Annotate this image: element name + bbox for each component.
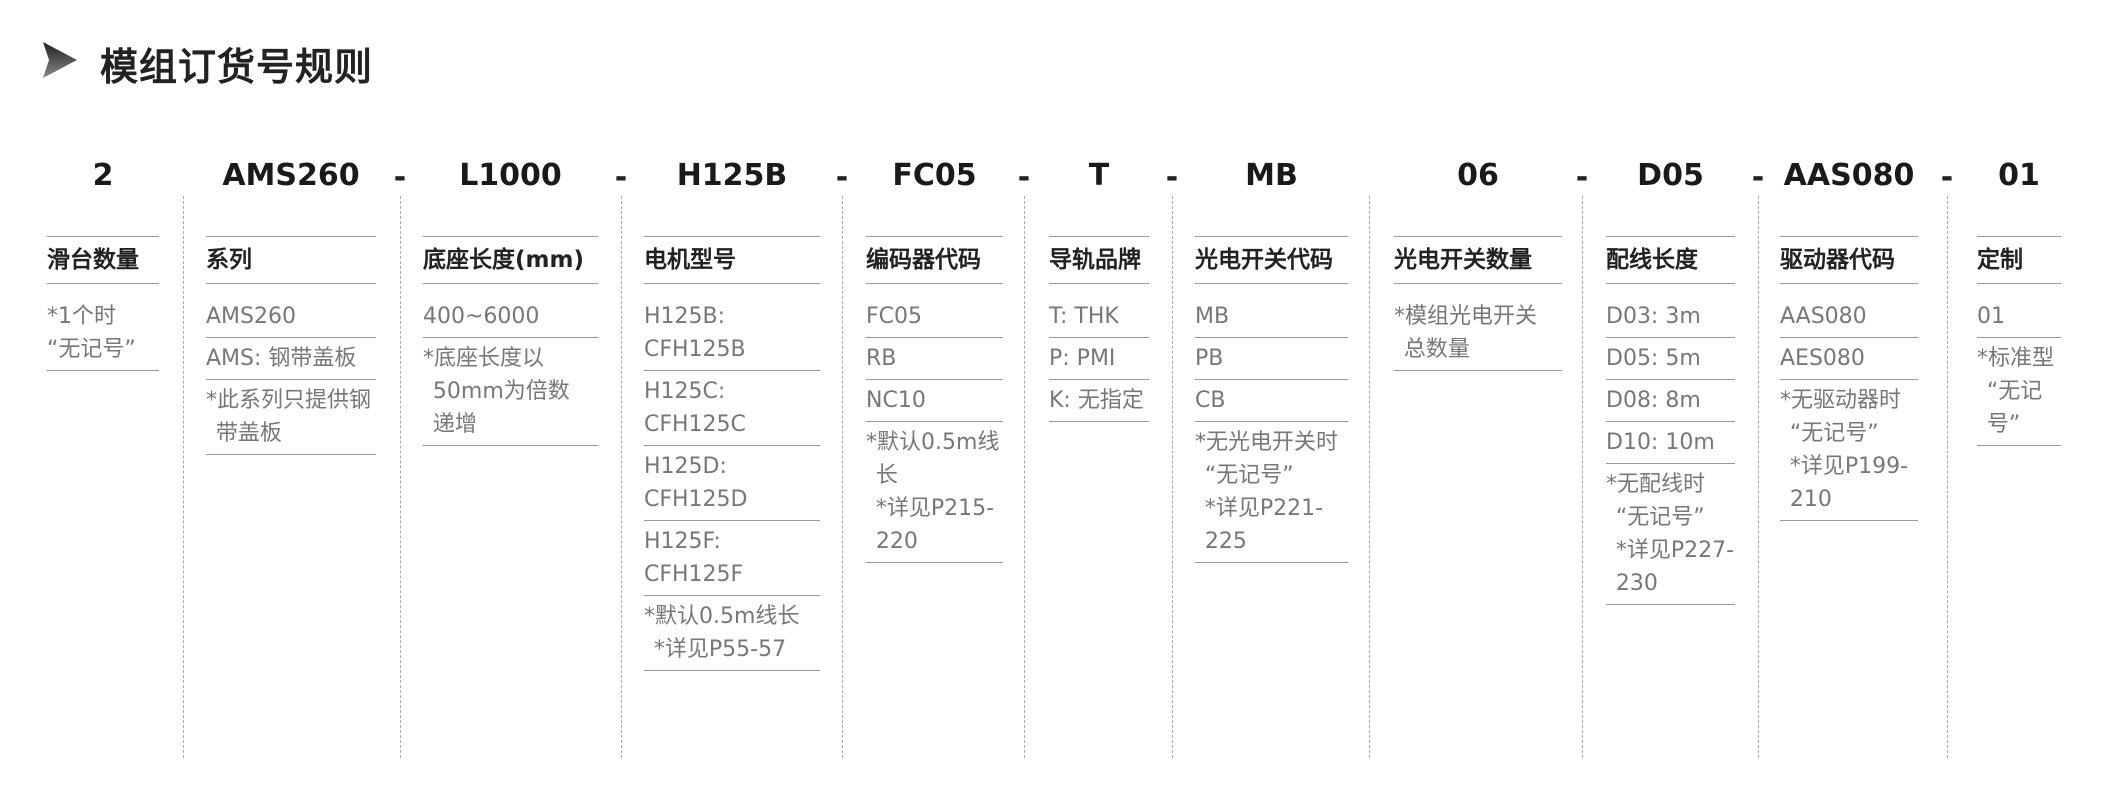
option-list: *模组光电开关 总数量 <box>1394 296 1562 371</box>
segment-label: 滑台数量 <box>47 236 159 284</box>
segment-label: 光电开关代码 <box>1195 236 1348 284</box>
column-divider <box>1582 196 1583 758</box>
page-title: 模组订货号规则 <box>100 45 374 89</box>
option-item: 01 <box>1977 296 2061 338</box>
option-item: H125D: CFH125D <box>644 446 820 521</box>
option-item: D03: 3m <box>1606 296 1735 338</box>
option-item: NC10 <box>866 380 1003 422</box>
option-list: 01 *标准型 “无记号” <box>1977 296 2061 446</box>
segment-label: 系列 <box>206 236 376 284</box>
option-item: AMS: 钢带盖板 <box>206 338 376 380</box>
option-item: *1个时 “无记号” <box>47 296 159 371</box>
option-item: K: 无指定 <box>1049 380 1149 422</box>
option-list: 400~6000 *底座长度以 50mm为倍数 递增 <box>423 296 598 446</box>
option-item: *此系列只提供钢 带盖板 <box>206 380 376 455</box>
option-item: D08: 8m <box>1606 380 1735 422</box>
segment-code: 06 <box>1457 158 1499 193</box>
segment-label: 定制 <box>1977 236 2061 284</box>
option-item: D05: 5m <box>1606 338 1735 380</box>
segment-code: T <box>1088 158 1110 193</box>
code-dash-separator: - <box>1575 160 1589 195</box>
column-divider <box>1024 196 1025 758</box>
option-item: D10: 10m <box>1606 422 1735 464</box>
option-list: MB PB CB *无光电开关时 “无记号” *详见P221- 225 <box>1195 296 1348 563</box>
option-item: T: THK <box>1049 296 1149 338</box>
code-dash-separator: - <box>1940 160 1954 195</box>
segment-code: 01 <box>1998 158 2040 193</box>
segment-code: H125B <box>676 158 788 193</box>
option-item: PB <box>1195 338 1348 380</box>
segment-label: 配线长度 <box>1606 236 1735 284</box>
option-list: FC05 RB NC10 *默认0.5m线 长 *详见P215- 220 <box>866 296 1003 563</box>
code-dash-separator: - <box>1017 160 1031 195</box>
segment-label: 底座长度(mm) <box>423 236 598 284</box>
option-item: H125B: CFH125B <box>644 296 820 371</box>
segment-label: 导轨品牌 <box>1049 236 1149 284</box>
option-item: MB <box>1195 296 1348 338</box>
segment-code: AAS080 <box>1783 158 1915 193</box>
option-item: AAS080 <box>1780 296 1918 338</box>
code-dash-separator: - <box>393 160 407 195</box>
option-item: AES080 <box>1780 338 1918 380</box>
option-item: *底座长度以 50mm为倍数 递增 <box>423 338 598 446</box>
column-divider <box>842 196 843 758</box>
segment-label: 驱动器代码 <box>1780 236 1918 284</box>
option-item: *无光电开关时 “无记号” *详见P221- 225 <box>1195 422 1348 563</box>
column-divider <box>400 196 401 758</box>
option-list: D03: 3m D05: 5m D08: 8m D10: 10m *无配线时 “无记号”… <box>1606 296 1735 605</box>
arrow-bullet-icon <box>43 42 77 78</box>
segment-label: 电机型号 <box>644 236 820 284</box>
segment-code: D05 <box>1637 158 1704 193</box>
segment-code: MB <box>1245 158 1298 193</box>
option-item: RB <box>866 338 1003 380</box>
option-list: *1个时 “无记号” <box>47 296 159 371</box>
segment-code: 2 <box>92 158 114 193</box>
option-item: *模组光电开关 总数量 <box>1394 296 1562 371</box>
column-divider <box>621 196 622 758</box>
column-divider <box>1947 196 1948 758</box>
option-item: CB <box>1195 380 1348 422</box>
option-item: *无驱动器时 “无记号” *详见P199- 210 <box>1780 380 1918 521</box>
column-divider <box>1369 196 1370 758</box>
segment-code: FC05 <box>892 158 977 193</box>
segment-code: L1000 <box>459 158 562 193</box>
code-dash-separator: - <box>614 160 628 195</box>
segment-code: AMS260 <box>222 158 360 193</box>
option-list: AMS260 AMS: 钢带盖板 *此系列只提供钢 带盖板 <box>206 296 376 455</box>
option-list: T: THK P: PMI K: 无指定 <box>1049 296 1149 422</box>
option-item: *默认0.5m线长 *详见P55-57 <box>644 596 820 671</box>
option-item: *默认0.5m线 长 *详见P215- 220 <box>866 422 1003 563</box>
option-list: AAS080 AES080 *无驱动器时 “无记号” *详见P199- 210 <box>1780 296 1918 521</box>
option-item: AMS260 <box>206 296 376 338</box>
option-item: *无配线时 “无记号” *详见P227- 230 <box>1606 464 1735 605</box>
option-item: H125C: CFH125C <box>644 371 820 446</box>
option-item: H125F: CFH125F <box>644 521 820 596</box>
segment-label: 光电开关数量 <box>1394 236 1562 284</box>
option-item: FC05 <box>866 296 1003 338</box>
option-item: P: PMI <box>1049 338 1149 380</box>
option-item: 400~6000 <box>423 296 598 338</box>
code-dash-separator: - <box>1751 160 1765 195</box>
column-divider <box>1172 196 1173 758</box>
option-list: H125B: CFH125B H125C: CFH125C H125D: CFH12… <box>644 296 820 671</box>
column-divider <box>183 196 184 758</box>
code-dash-separator: - <box>1165 160 1179 195</box>
column-divider <box>1758 196 1759 758</box>
segment-label: 编码器代码 <box>866 236 1003 284</box>
option-item: *标准型 “无记号” <box>1977 338 2061 446</box>
code-dash-separator: - <box>835 160 849 195</box>
